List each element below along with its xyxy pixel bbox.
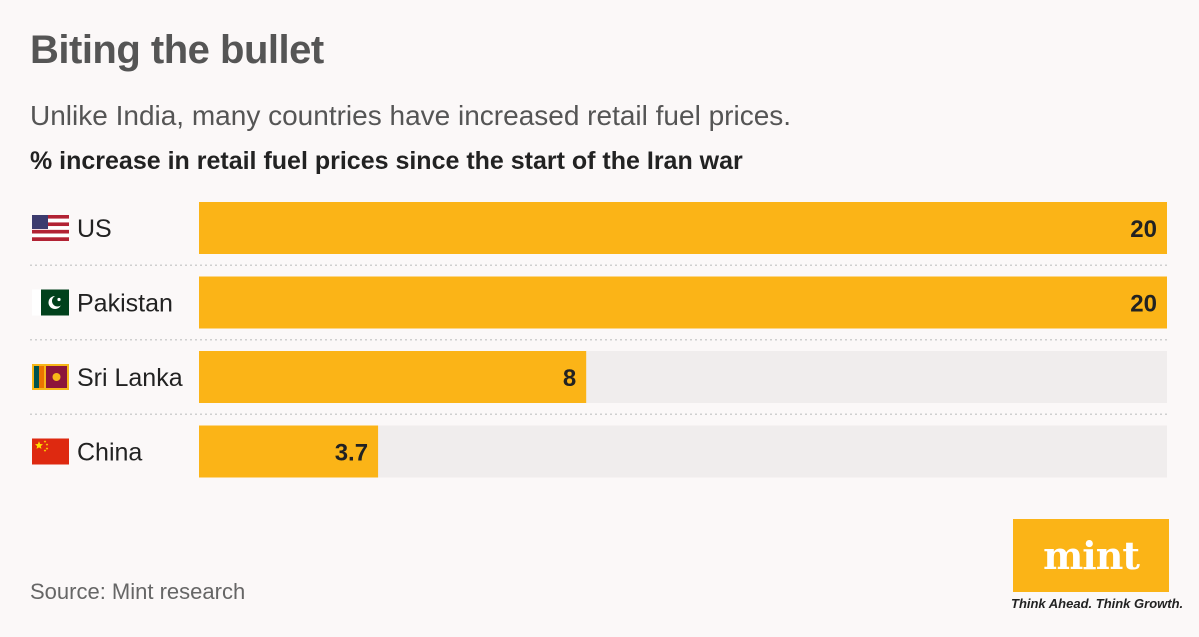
bar-row: 20 US (30, 202, 1167, 266)
bar-sri-lanka (199, 351, 587, 403)
china-flag-icon (32, 438, 69, 465)
source-note: Source: Mint research (30, 579, 246, 604)
category-label: US (77, 215, 112, 243)
bar-chart: 20 US 20 Pakistan 8 Sri Lanka 3.7 China (30, 202, 1167, 478)
bar-us (199, 202, 1167, 254)
category-label: Sri Lanka (77, 364, 183, 392)
bar-row: 3.7 China (32, 425, 1167, 478)
value-label: 20 (1130, 216, 1157, 243)
pakistan-flag-icon (32, 289, 69, 316)
value-label: 8 (563, 365, 576, 392)
sri-lanka-flag-icon (32, 364, 69, 390)
value-label: 3.7 (335, 440, 368, 467)
value-label: 20 (1130, 291, 1157, 318)
category-label: Pakistan (77, 290, 173, 318)
chart-title: Biting the bullet (30, 28, 324, 72)
mint-logo-text: mint (1043, 533, 1140, 578)
bar-pakistan (199, 276, 1167, 329)
chart-subtitle: Unlike India, many countries have increa… (30, 100, 792, 131)
category-label: China (77, 439, 142, 467)
mint-tagline: Think Ahead. Think Growth. (1011, 596, 1184, 611)
bar-china (199, 425, 379, 478)
mint-logo: mint (1013, 519, 1169, 592)
axis-title: % increase in retail fuel prices since t… (30, 147, 743, 175)
bar-row: 8 Sri Lanka (30, 351, 1167, 415)
bar-row: 20 Pakistan (30, 276, 1167, 341)
us-flag-icon (32, 215, 69, 241)
